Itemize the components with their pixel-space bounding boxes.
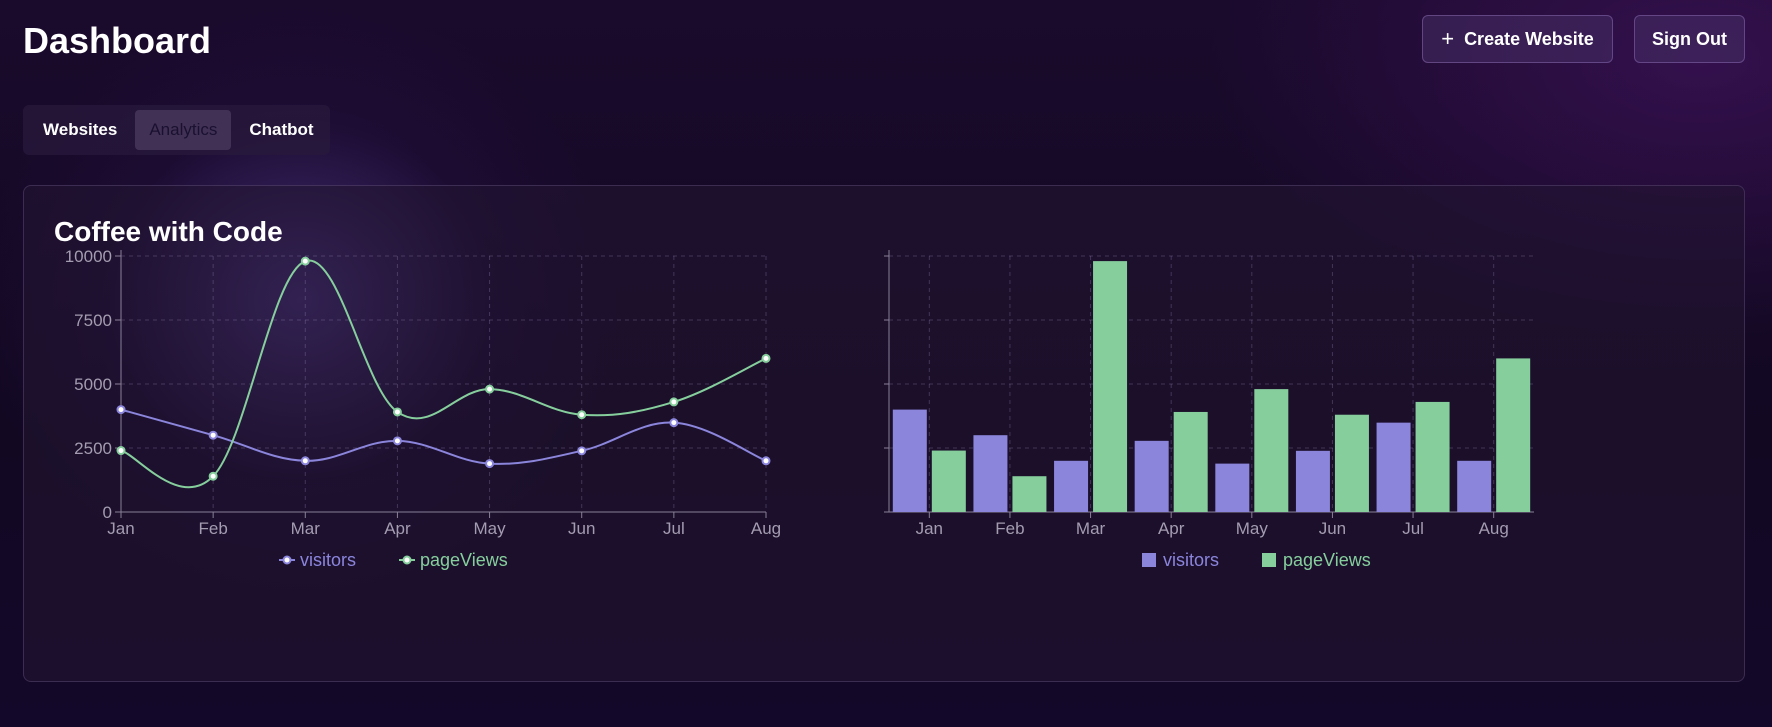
data-point-visitors [485,459,495,469]
bar-pageViews [1415,401,1450,512]
bar-visitors [1457,460,1492,512]
bar-visitors [973,435,1008,512]
data-point-visitors [392,436,402,446]
bar-pageViews [1093,261,1128,512]
bar-pageViews [1173,411,1208,512]
series-line-pageViews [120,259,767,489]
website-title: Coffee with Code [54,216,283,247]
data-point-visitors [577,446,587,456]
x-tick-label: Jul [1402,519,1424,538]
x-tick-label: Jan [107,519,134,538]
x-tick-label: Jul [663,519,685,538]
data-point-pageViews [761,353,771,363]
data-point-pageViews [485,384,495,394]
x-tick-label: Jun [1319,519,1346,538]
line-chart: 0 2500 5000 7500 10000 Jan Feb Mar Apr May Jun Jul A… [65,247,781,570]
bar-visitors [1134,440,1169,512]
legend-swatch-dot [282,555,292,565]
data-point-pageViews [669,397,679,407]
x-tick-label: Jan [916,519,943,538]
x-tick-label: Mar [291,519,321,538]
x-tick-label: Aug [751,519,781,538]
analytics-card: Coffee with Code 0 2500 5000 7500 10000 Jan Fe… [23,185,1745,682]
legend-label: visitors [300,550,356,570]
bar-pageViews [1334,414,1369,512]
data-point-pageViews [300,256,310,266]
y-tick-label: 5000 [74,375,112,394]
tab-analytics[interactable]: Analytics [135,110,232,150]
legend-swatch [1142,553,1156,567]
x-tick-label: Apr [1158,519,1185,538]
sign-out-button[interactable]: Sign Out [1634,15,1745,63]
bar-visitors [1215,463,1250,512]
data-point-pageViews [208,471,218,481]
x-tick-label: Feb [995,519,1024,538]
data-point-visitors [208,430,218,440]
data-point-visitors [669,418,679,428]
x-tick-label: Jun [568,519,595,538]
x-tick-label: May [1236,519,1269,538]
y-tick-label: 10000 [65,247,112,266]
y-tick-label: 2500 [74,439,112,458]
data-point-pageViews [116,446,126,456]
data-point-pageViews [577,410,587,420]
x-tick-label: Mar [1076,519,1106,538]
x-tick-label: Apr [384,519,411,538]
data-point-visitors [761,456,771,466]
bar-chart: 025005000750010000JanFebMarAprMayJunJulA… [884,250,1534,570]
bar-pageViews [1254,389,1289,512]
bar-pageViews [1496,358,1531,512]
y-tick-label: 7500 [74,311,112,330]
bar-pageViews [1012,476,1047,512]
create-website-button[interactable]: + Create Website [1422,15,1613,63]
page-title: Dashboard [23,20,212,61]
data-point-visitors [300,456,310,466]
x-tick-label: Feb [198,519,227,538]
legend-label: pageViews [420,550,508,570]
create-website-label: Create Website [1464,28,1594,49]
tab-bar: Websites Analytics Chatbot [23,105,330,155]
series-line-visitors [120,408,767,465]
data-point-visitors [116,405,126,415]
y-tick-label: 0 [103,503,112,522]
bar-pageViews [931,450,966,512]
x-tick-label: Aug [1479,519,1509,538]
bar-visitors [892,409,927,512]
legend-swatch [1262,553,1276,567]
bar-visitors [1295,450,1330,512]
legend-label: pageViews [1283,550,1371,570]
plus-icon: + [1441,26,1455,51]
bar-visitors [1054,460,1089,512]
legend-swatch-dot [402,555,412,565]
tab-chatbot[interactable]: Chatbot [249,120,314,139]
bar-visitors [1376,422,1411,512]
x-tick-label: May [474,519,507,538]
legend-label: visitors [1163,550,1219,570]
data-point-pageViews [392,407,402,417]
tab-websites[interactable]: Websites [43,120,118,139]
